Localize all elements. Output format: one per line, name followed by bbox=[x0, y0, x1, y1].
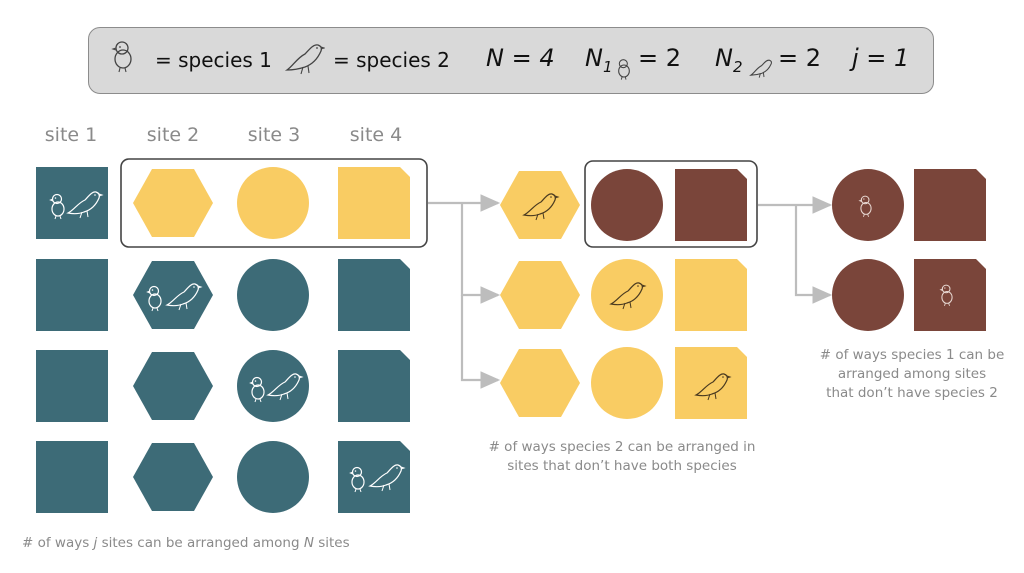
bird-icon bbox=[749, 59, 772, 78]
site-header-3: site 3 bbox=[247, 124, 301, 146]
caption-right: # of ways species 1 can be arranged amon… bbox=[819, 347, 1005, 401]
site-shape-circle bbox=[237, 259, 309, 331]
site-shape-hexagon bbox=[500, 261, 580, 329]
site-shape-notched-square bbox=[914, 169, 986, 241]
site-shape-square bbox=[36, 441, 108, 513]
site-shape-hexagon bbox=[133, 169, 213, 237]
legend-n2-symbol: N bbox=[715, 44, 733, 72]
site-header-2: site 2 bbox=[146, 124, 200, 146]
site-shape-hexagon bbox=[500, 171, 580, 239]
legend-n2-subscript: 2 bbox=[732, 58, 743, 76]
site-shape-hexagon bbox=[133, 261, 213, 329]
selection-box bbox=[584, 160, 758, 248]
site-shape-notched-square bbox=[675, 169, 747, 241]
legend-n2: N2 bbox=[715, 44, 743, 76]
bird-icon bbox=[284, 44, 325, 75]
site-shape-square bbox=[36, 259, 108, 331]
caption-middle: # of ways species 2 can be arranged in s… bbox=[488, 439, 756, 474]
site-shape-hexagon bbox=[133, 443, 213, 511]
arrow bbox=[460, 203, 501, 304]
site-shape-notched-square bbox=[338, 350, 410, 422]
site-shape-circle bbox=[832, 259, 904, 331]
site-shape-hexagon bbox=[133, 352, 213, 420]
site-shape-notched-square bbox=[914, 259, 986, 331]
legend-j: j = 1 bbox=[852, 44, 910, 72]
legend-species2-label: = species 2 bbox=[333, 48, 450, 72]
site-shape-circle bbox=[237, 167, 309, 239]
site-header-1: site 1 bbox=[44, 124, 98, 146]
site-shape-notched-square bbox=[675, 259, 747, 331]
selection-box bbox=[120, 158, 428, 248]
legend-n1-symbol: N bbox=[585, 44, 603, 72]
site-shape-notched-square bbox=[338, 441, 410, 513]
site-shape-notched-square bbox=[338, 259, 410, 331]
site-shape-hexagon bbox=[500, 349, 580, 417]
site-shape-square bbox=[36, 167, 108, 239]
legend-n-total: N = 4 bbox=[486, 44, 555, 72]
arrow bbox=[460, 295, 501, 389]
legend-n2-value: = 2 bbox=[778, 44, 822, 72]
chick-icon bbox=[111, 41, 132, 73]
site-shape-circle bbox=[832, 169, 904, 241]
site-shape-notched-square bbox=[338, 167, 410, 239]
arrow bbox=[794, 205, 833, 304]
site-shape-circle bbox=[237, 441, 309, 513]
site-shape-circle bbox=[591, 347, 663, 419]
site-shape-circle bbox=[591, 259, 663, 331]
chick-icon bbox=[618, 59, 630, 80]
site-shape-square bbox=[36, 350, 108, 422]
legend-n1-value: = 2 bbox=[638, 44, 682, 72]
caption-left: # of ways j sites can be arranged among … bbox=[22, 535, 350, 551]
site-shape-circle bbox=[591, 169, 663, 241]
site-shape-circle bbox=[237, 350, 309, 422]
legend-n1: N1 bbox=[585, 44, 613, 76]
legend-n1-subscript: 1 bbox=[602, 58, 613, 76]
legend-species1-label: = species 1 bbox=[155, 48, 272, 72]
site-header-4: site 4 bbox=[349, 124, 403, 146]
legend-panel bbox=[88, 27, 934, 94]
